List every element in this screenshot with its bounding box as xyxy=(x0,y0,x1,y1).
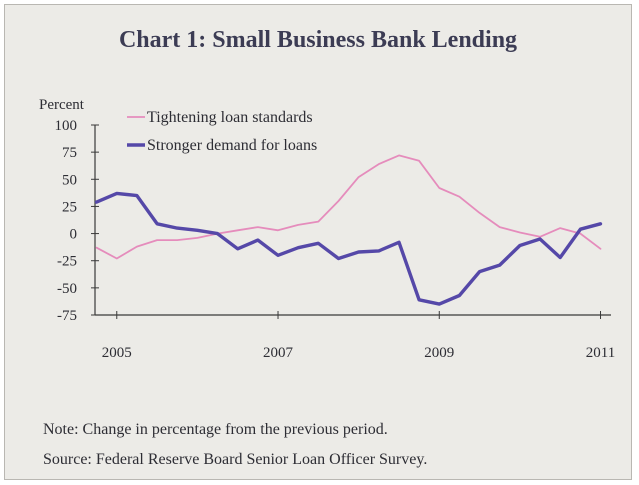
y-tick-label: -25 xyxy=(57,254,77,270)
legend: Tightening loan standards Stronger demand… xyxy=(127,109,317,154)
y-tick-label: -50 xyxy=(57,281,77,297)
y-tick-label: -75 xyxy=(57,308,77,324)
x-tick-label: 2007 xyxy=(263,345,294,361)
legend-label: Tightening loan standards xyxy=(147,109,313,126)
note-text: Note: Change in percentage from the prev… xyxy=(43,421,388,438)
x-tick-label: 2005 xyxy=(102,345,132,361)
y-tick-label: 50 xyxy=(62,172,77,188)
series-layer xyxy=(94,154,603,306)
legend-label: Stronger demand for loans xyxy=(147,137,317,154)
page-title: Chart 1: Small Business Bank Lending xyxy=(118,27,518,53)
source-text: Source: Federal Reserve Board Senior Loa… xyxy=(43,451,428,468)
x-tick-label: 2011 xyxy=(586,345,615,361)
series-line-demand xyxy=(94,191,603,306)
y-tick-label: 100 xyxy=(55,118,78,134)
series-line-tightening xyxy=(95,154,602,260)
chart-frame: Chart 1: Small Business Bank Lending 100… xyxy=(4,4,632,480)
y-tick-label: 75 xyxy=(62,145,77,161)
chart-axes: 100 75 50 25 0 -25 -50 -75 Percent 2005 2007 2009 20… xyxy=(39,97,615,361)
y-tick-label: 25 xyxy=(62,199,77,215)
y-tick-label: 0 xyxy=(70,227,78,243)
line-chart: 100 75 50 25 0 -25 -50 -75 Percent 2005 2007 2009 20… xyxy=(39,97,615,361)
y-axis-title: Percent xyxy=(39,97,85,113)
x-tick-label: 2009 xyxy=(424,345,454,361)
